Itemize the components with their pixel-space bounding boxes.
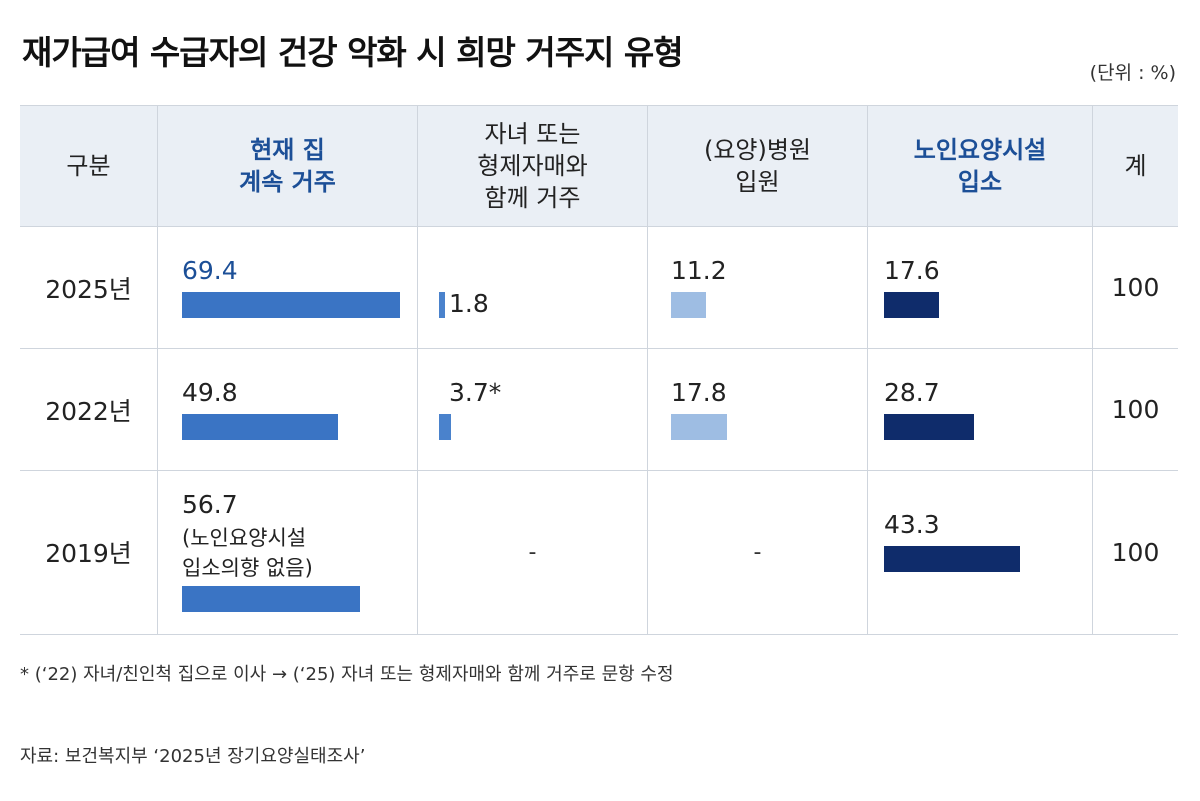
chart-title: 재가급여 수급자의 건강 악화 시 희망 거주지 유형: [22, 33, 684, 72]
value-label: 1.8: [449, 289, 489, 318]
empty-value: -: [528, 539, 537, 565]
value-label: 56.7: [182, 490, 238, 519]
year-label: 2025년: [45, 274, 132, 304]
column-divider: [157, 106, 158, 634]
value-note: (노인요양시설 입소의향 없음): [182, 526, 313, 580]
bar-hospital-2022: [671, 414, 727, 440]
bar-stay-home-2022: [182, 414, 339, 440]
header-category: 구분: [66, 152, 111, 180]
source-note: 자료: 보건복지부 ‘2025년 장기요양실태조사’: [20, 746, 366, 767]
value-label: 3.7*: [449, 378, 502, 407]
footnote: * (‘22) 자녀/친인척 집으로 이사 → (‘25) 자녀 또는 형제자매…: [20, 664, 674, 685]
row-divider: [20, 470, 1178, 471]
column-divider: [1092, 106, 1093, 634]
value-label: 69.4: [182, 256, 238, 285]
year-label: 2019년: [45, 539, 132, 568]
column-divider: [867, 106, 868, 634]
total-value: 100: [1111, 537, 1160, 567]
header-hospital: (요양)병원 입원: [703, 136, 812, 196]
bar-with-family-2025: [439, 292, 445, 318]
table-row: 2025년 69.4 1.8 11.2 17.6 100: [20, 227, 1178, 348]
value-label: 49.8: [182, 378, 238, 407]
column-divider: [417, 106, 418, 634]
data-table: 구분 현재 집 계속 거주 자녀 또는 형제자매와 함께 거주 (요양)병원 입…: [20, 105, 1178, 635]
bar-care-facility-2025: [884, 292, 940, 318]
bar-stay-home-2025: [182, 292, 400, 318]
total-value: 100: [1111, 395, 1160, 424]
total-value: 100: [1111, 273, 1160, 302]
value-label: 11.2: [671, 256, 727, 285]
column-divider: [647, 106, 648, 634]
value-label: 28.7: [884, 378, 940, 407]
header-with-family: 자녀 또는 형제자매와 함께 거주: [477, 120, 588, 212]
header-stay-home: 현재 집 계속 거주: [239, 136, 336, 196]
row-divider: [20, 226, 1178, 227]
bar-with-family-2022: [439, 414, 451, 440]
bar-hospital-2025: [671, 292, 707, 318]
table-header-row: 구분 현재 집 계속 거주 자녀 또는 형제자매와 함께 거주 (요양)병원 입…: [20, 106, 1178, 226]
header-total: 계: [1124, 152, 1147, 180]
value-label: 17.8: [671, 378, 727, 407]
year-label: 2022년: [45, 396, 132, 426]
value-label: 17.6: [884, 256, 940, 285]
header-care-facility: 노인요양시설 입소: [913, 136, 1047, 196]
empty-value: -: [753, 539, 762, 565]
bar-care-facility-2019: [884, 546, 1020, 572]
table-row: 2022년 49.8 3.7* 17.8 28.7 100: [20, 349, 1178, 470]
table-row: 2019년 56.7 (노인요양시설 입소의향 없음) - - 43.3 100: [20, 471, 1178, 633]
row-divider: [20, 348, 1178, 349]
bar-care-facility-2022: [884, 414, 975, 440]
bar-stay-home-2019: [182, 586, 361, 612]
value-label: 43.3: [884, 510, 940, 539]
unit-label: (단위 : %): [1089, 62, 1176, 84]
